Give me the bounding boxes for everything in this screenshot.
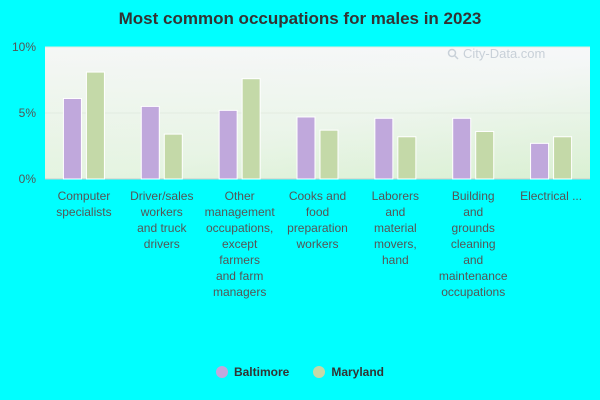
legend-label-maryland: Maryland [331, 365, 385, 379]
chart-title: Most common occupations for males in 202… [118, 9, 482, 28]
y-tick-label: 5% [19, 106, 37, 120]
bar-maryland [163, 133, 183, 180]
x-tick-label: Cooks and food preparation workers [287, 189, 348, 251]
bar-maryland [85, 71, 105, 180]
bar-maryland [241, 78, 261, 180]
bar-baltimore [296, 116, 316, 180]
bar-baltimore [452, 117, 472, 180]
bar-baltimore [62, 97, 82, 180]
legend-item-baltimore: Baltimore [215, 365, 290, 379]
bar-maryland [553, 136, 573, 180]
x-tick-label: Laborers and material movers, hand [372, 189, 419, 267]
legend-swatch-maryland [313, 366, 326, 378]
watermark: City-Data.com [447, 46, 545, 61]
x-tick-label: Building and grounds cleaning and maintenance… [439, 189, 508, 299]
bar-maryland [475, 130, 495, 180]
bar-baltimore [218, 109, 238, 180]
bar-baltimore [530, 142, 550, 180]
legend-swatch-baltimore [215, 366, 228, 378]
legend-label-baltimore: Baltimore [233, 365, 290, 379]
bar-baltimore [374, 117, 394, 180]
bar-baltimore [140, 105, 160, 180]
x-tick-label: Electrical ... [520, 189, 582, 203]
x-tick-label: Other management occupations, except farmers… [205, 189, 276, 299]
y-tick-label: 0% [19, 172, 37, 186]
x-tick-label: Driver/sales workers and truck drivers [130, 189, 193, 251]
y-tick-label: 10% [12, 40, 36, 54]
bar-maryland [319, 129, 339, 180]
watermark-text: City-Data.com [463, 46, 546, 61]
x-tick-label: Computer specialists [56, 189, 111, 219]
search-icon [447, 48, 459, 60]
legend: Baltimore Maryland [0, 365, 600, 379]
legend-item-maryland: Maryland [313, 365, 384, 379]
bar-maryland [397, 136, 417, 180]
